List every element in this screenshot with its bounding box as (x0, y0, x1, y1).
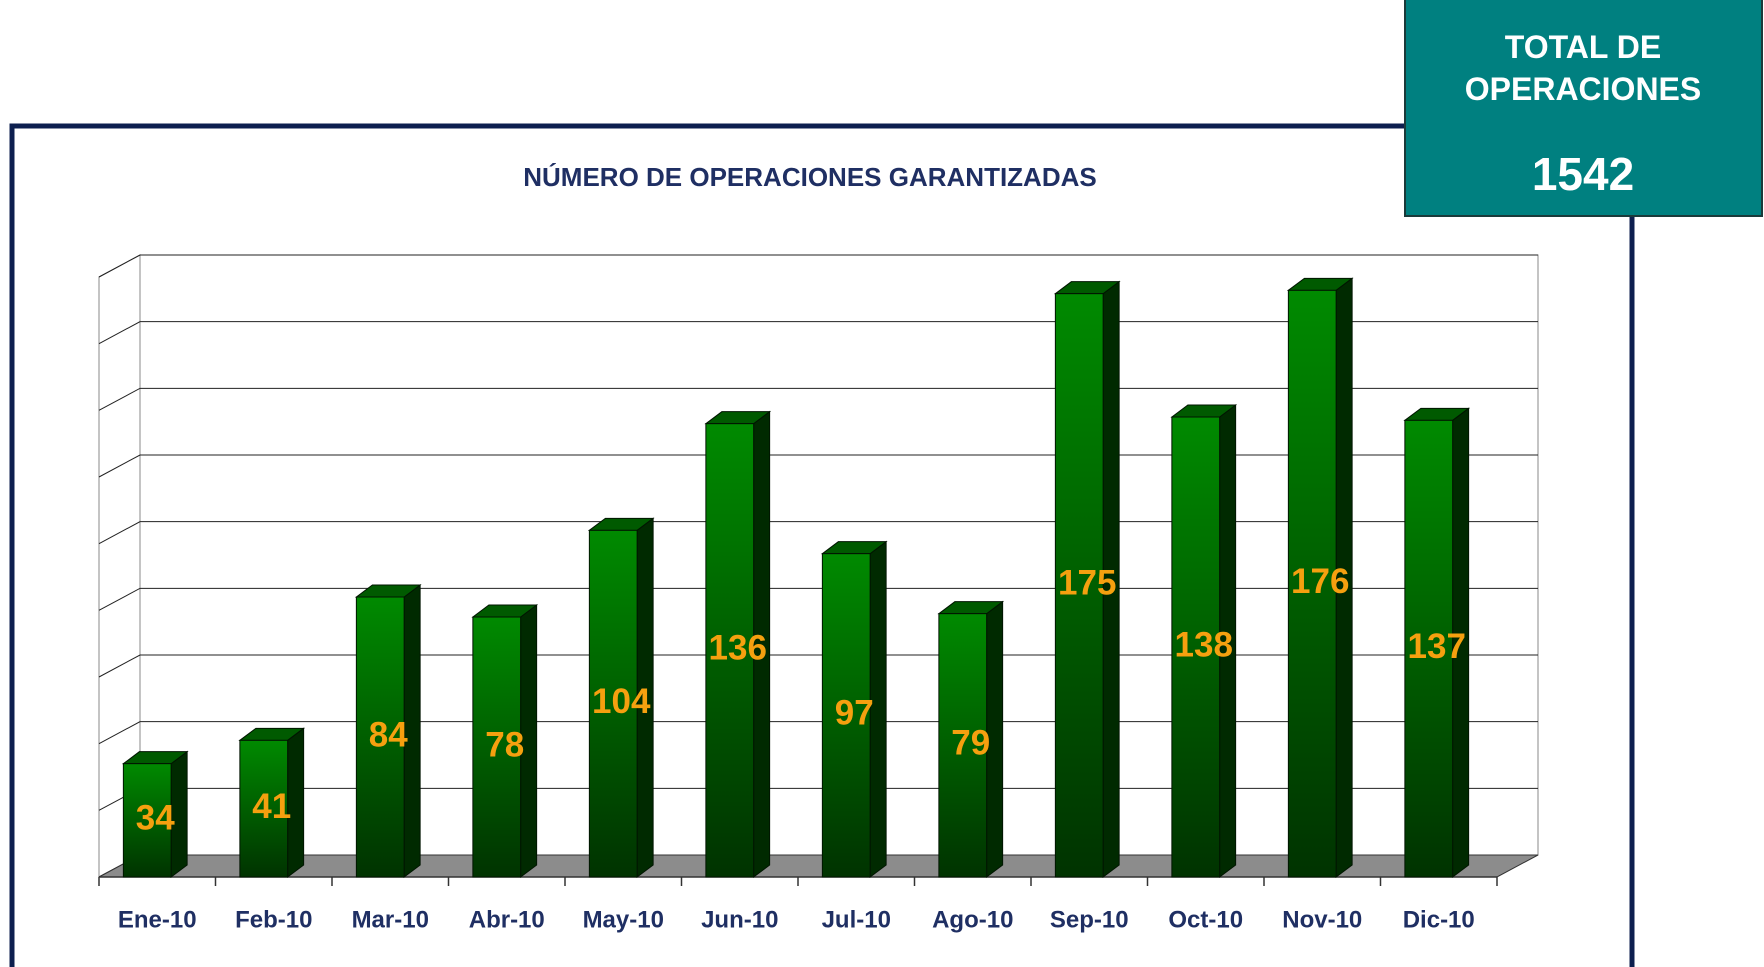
x-tick-label: Nov-10 (1282, 906, 1362, 933)
x-tick-label: Ene-10 (118, 906, 197, 933)
bar (820, 540, 888, 878)
bar-front (122, 763, 172, 878)
value-label: 138 (1175, 625, 1233, 664)
value-label: 34 (136, 799, 175, 838)
bar (587, 517, 655, 878)
grid-line (98, 254, 1538, 278)
x-tick-label: Abr-10 (469, 906, 545, 933)
x-tick-label: Ago-10 (932, 906, 1013, 933)
bar (238, 727, 306, 878)
bar-front (588, 529, 638, 878)
bar-front (239, 739, 289, 878)
bar-front (1287, 289, 1337, 878)
x-tick-label: Dic-10 (1403, 906, 1475, 933)
x-tick-label: Oct-10 (1168, 906, 1243, 933)
value-label: 176 (1291, 562, 1349, 601)
value-label: 97 (835, 694, 874, 733)
x-tick-label: Mar-10 (352, 906, 429, 933)
x-tick-label: Jun-10 (701, 906, 778, 933)
bar (121, 750, 189, 878)
bar (1286, 277, 1354, 878)
total-box (1404, 0, 1763, 217)
bar-front (472, 616, 522, 878)
bar-front (821, 553, 871, 878)
bar-front (1054, 293, 1104, 878)
value-label: 79 (951, 724, 990, 763)
bar (1403, 407, 1471, 878)
bar (1053, 280, 1121, 878)
bar (471, 604, 539, 878)
bar-front (1404, 419, 1454, 878)
x-tick-label: May-10 (583, 906, 664, 933)
value-label: 136 (709, 629, 767, 668)
bar (1170, 404, 1238, 878)
x-tick-label: Feb-10 (235, 906, 312, 933)
bar (354, 584, 422, 878)
value-label: 84 (369, 715, 408, 754)
bar-front (938, 613, 988, 878)
bar-front (705, 423, 755, 878)
bar-front (355, 596, 405, 878)
value-label: 78 (485, 725, 524, 764)
value-label: 137 (1408, 627, 1466, 666)
value-label: 104 (592, 682, 651, 721)
bar (937, 600, 1005, 878)
frame (9, 123, 1635, 967)
value-label: 41 (252, 787, 291, 826)
chart-title: NÚMERO DE OPERACIONES GARANTIZADAS (523, 162, 1096, 192)
total-title: TOTAL DE OPERACIONES (1465, 29, 1701, 107)
x-tick-label: Jul-10 (822, 906, 891, 933)
bar-front (1171, 416, 1221, 878)
value-label: 175 (1058, 564, 1116, 603)
x-tick-label: Sep-10 (1050, 906, 1129, 933)
bar (704, 410, 772, 878)
plot: Ene-10 34 Feb-10 41 Mar-10 84 Abr-10 78 May-10 10… (98, 254, 1539, 933)
total-value: 1542 (1532, 148, 1634, 200)
